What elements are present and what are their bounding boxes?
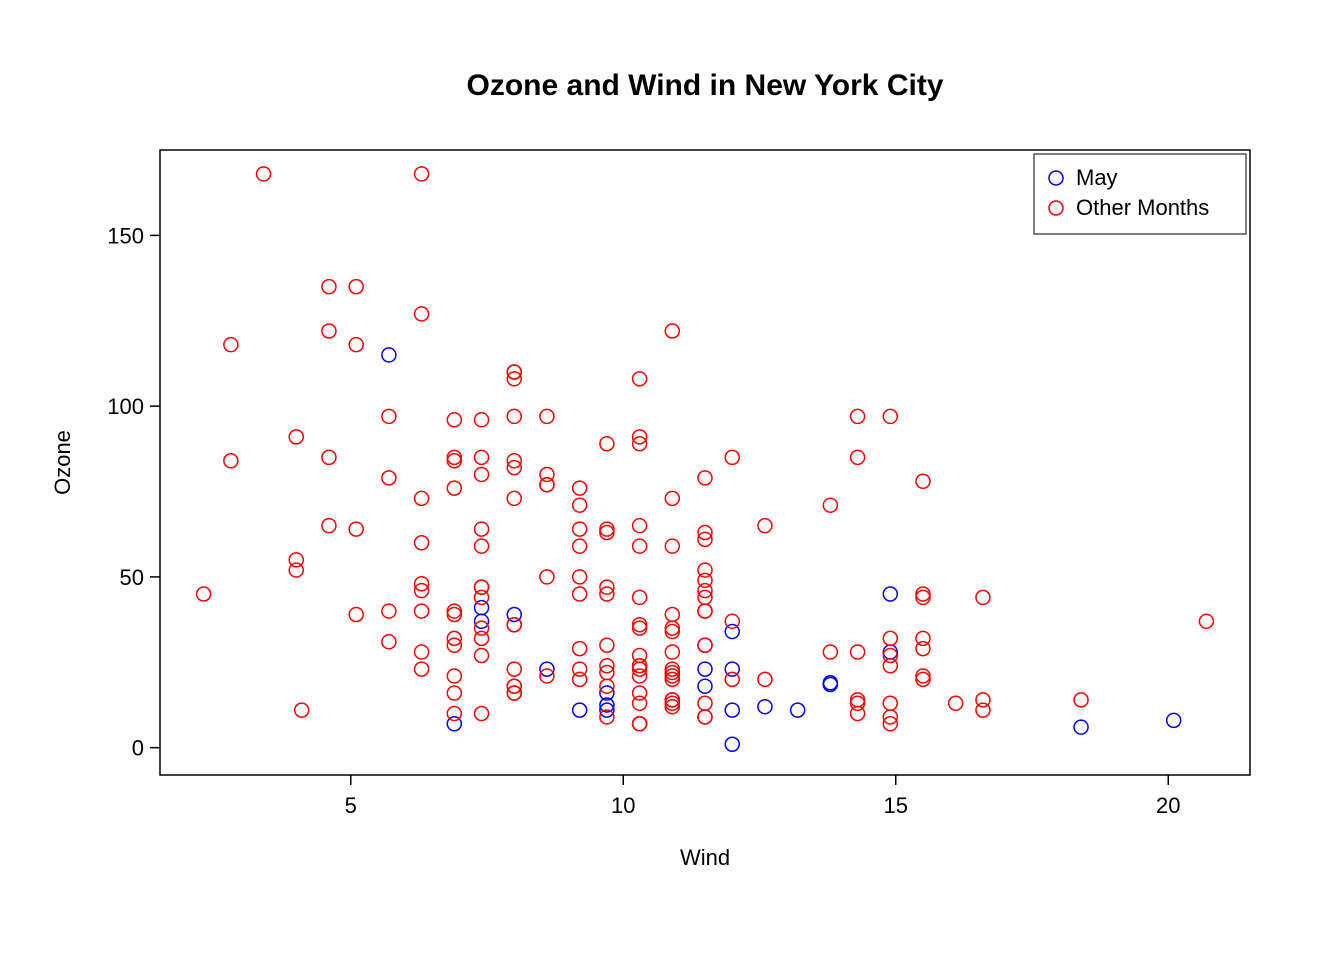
y-tick-label: 100 [107, 394, 144, 419]
scatter-chart: 5 10 15 20 0 50 100 150 Wind Ozone Ozone and Wind … [0, 0, 1344, 960]
chart-container: 5 10 15 20 0 50 100 150 Wind Ozone Ozone and Wind … [0, 0, 1344, 960]
x-tick-label: 5 [345, 793, 357, 818]
legend-box [1034, 154, 1246, 234]
legend-label: May [1076, 165, 1118, 190]
y-tick-label: 150 [107, 223, 144, 248]
y-tick-label: 0 [132, 736, 144, 761]
y-tick-label: 50 [120, 565, 144, 590]
x-tick-label: 20 [1156, 793, 1180, 818]
x-axis-label: Wind [680, 845, 730, 870]
x-tick-label: 10 [611, 793, 635, 818]
x-tick-label: 15 [884, 793, 908, 818]
legend-label: Other Months [1076, 195, 1209, 220]
y-axis-label: Ozone [50, 430, 75, 495]
chart-title: Ozone and Wind in New York City [467, 69, 944, 102]
